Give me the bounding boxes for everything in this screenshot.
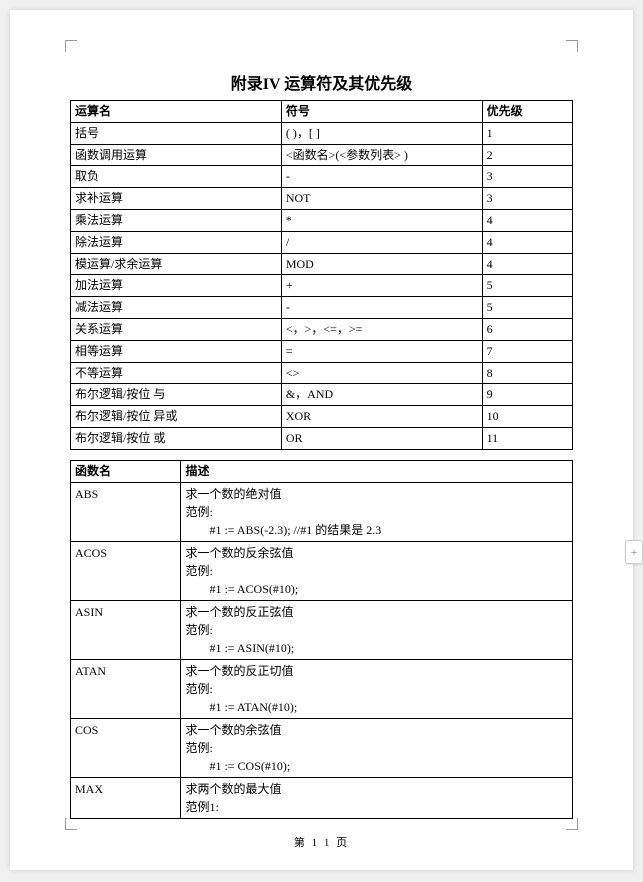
table-cell: 5	[482, 275, 572, 297]
col-header-func: 函数名	[71, 460, 181, 482]
table-cell: 布尔逻辑/按位 异或	[71, 406, 282, 428]
table-header-row: 函数名 描述	[71, 460, 573, 482]
table-row: 加法运算+5	[71, 275, 573, 297]
table-cell: 减法运算	[71, 297, 282, 319]
table-row: 布尔逻辑/按位 异或XOR10	[71, 406, 573, 428]
table-cell: 6	[482, 318, 572, 340]
table-row: 不等运算<>8	[71, 362, 573, 384]
crop-mark-bl	[65, 818, 77, 830]
crop-mark-br	[566, 818, 578, 830]
table-cell: *	[281, 209, 482, 231]
table-row: 乘法运算*4	[71, 209, 573, 231]
table-row: 模运算/求余运算MOD4	[71, 253, 573, 275]
table-cell: 关系运算	[71, 318, 282, 340]
table-cell: +	[281, 275, 482, 297]
table-row: ATAN求一个数的反正切值范例:#1 := ATAN(#10);	[71, 659, 573, 718]
table-cell: 相等运算	[71, 340, 282, 362]
col-header-desc: 描述	[181, 460, 573, 482]
table-cell: &，AND	[281, 384, 482, 406]
table-cell: NOT	[281, 188, 482, 210]
func-desc-cell: 求一个数的反余弦值范例:#1 := ACOS(#10);	[181, 541, 573, 600]
table-cell: 除法运算	[71, 231, 282, 253]
func-desc-cell: 求一个数的余弦值范例:#1 := COS(#10);	[181, 718, 573, 777]
table-cell: 求补运算	[71, 188, 282, 210]
table-cell: -	[281, 297, 482, 319]
crop-mark-tr	[566, 40, 578, 52]
table-cell: 9	[482, 384, 572, 406]
table-cell: 4	[482, 209, 572, 231]
table-cell: 函数调用运算	[71, 144, 282, 166]
table-row: 括号( )，[ ]1	[71, 122, 573, 144]
table-row: 取负-3	[71, 166, 573, 188]
table-cell: 3	[482, 188, 572, 210]
table-cell: 模运算/求余运算	[71, 253, 282, 275]
table-cell: <函数名>(<参数列表> )	[281, 144, 482, 166]
table-row: 关系运算<，>，<=，>=6	[71, 318, 573, 340]
spacer	[70, 450, 573, 460]
table-cell: 8	[482, 362, 572, 384]
table-cell: 11	[482, 427, 572, 449]
func-name-cell: COS	[71, 718, 181, 777]
table-cell: 不等运算	[71, 362, 282, 384]
table-cell: 2	[482, 144, 572, 166]
table-header-row: 运算名 符号 优先级	[71, 101, 573, 123]
func-desc-cell: 求一个数的反正弦值范例:#1 := ASIN(#10);	[181, 600, 573, 659]
func-name-cell: ACOS	[71, 541, 181, 600]
page-footer: 第 1 1 页	[70, 834, 573, 850]
document-page: 附录IV 运算符及其优先级 运算名 符号 优先级 括号( )，[ ]1函数调用运…	[10, 10, 633, 870]
table-cell: 10	[482, 406, 572, 428]
table-cell: <>	[281, 362, 482, 384]
table-cell: 4	[482, 253, 572, 275]
table-cell: MOD	[281, 253, 482, 275]
table-cell: 4	[482, 231, 572, 253]
col-header-priority: 优先级	[482, 101, 572, 123]
table-cell: 5	[482, 297, 572, 319]
expand-tab[interactable]: +	[625, 540, 643, 564]
table-row: 布尔逻辑/按位 或OR11	[71, 427, 573, 449]
table-cell: 3	[482, 166, 572, 188]
func-desc-cell: 求一个数的绝对值范例:#1 := ABS(-2.3); //#1 的结果是 2.…	[181, 482, 573, 541]
table-cell: <，>，<=，>=	[281, 318, 482, 340]
table-row: 求补运算NOT3	[71, 188, 573, 210]
table-cell: 布尔逻辑/按位 与	[71, 384, 282, 406]
col-header-symbol: 符号	[281, 101, 482, 123]
func-name-cell: ASIN	[71, 600, 181, 659]
functions-table: 函数名 描述 ABS求一个数的绝对值范例:#1 := ABS(-2.3); //…	[70, 460, 573, 819]
table-row: COS求一个数的余弦值范例:#1 := COS(#10);	[71, 718, 573, 777]
col-header-name: 运算名	[71, 101, 282, 123]
table-cell: 括号	[71, 122, 282, 144]
table-cell: 取负	[71, 166, 282, 188]
plus-icon: +	[631, 545, 638, 560]
crop-mark-tl	[65, 40, 77, 52]
page-title: 附录IV 运算符及其优先级	[70, 70, 573, 94]
table-cell: XOR	[281, 406, 482, 428]
table-row: 相等运算=7	[71, 340, 573, 362]
table-row: 减法运算-5	[71, 297, 573, 319]
table-cell: OR	[281, 427, 482, 449]
table-row: 函数调用运算<函数名>(<参数列表> )2	[71, 144, 573, 166]
func-name-cell: MAX	[71, 777, 181, 818]
table-cell: =	[281, 340, 482, 362]
table-cell: 7	[482, 340, 572, 362]
func-name-cell: ATAN	[71, 659, 181, 718]
func-desc-cell: 求两个数的最大值范例1:	[181, 777, 573, 818]
table-row: ABS求一个数的绝对值范例:#1 := ABS(-2.3); //#1 的结果是…	[71, 482, 573, 541]
table-cell: 乘法运算	[71, 209, 282, 231]
table-row: 除法运算/4	[71, 231, 573, 253]
operators-table: 运算名 符号 优先级 括号( )，[ ]1函数调用运算<函数名>(<参数列表> …	[70, 100, 573, 450]
table-row: MAX求两个数的最大值范例1:	[71, 777, 573, 818]
table-cell: -	[281, 166, 482, 188]
table-cell: 1	[482, 122, 572, 144]
table-cell: /	[281, 231, 482, 253]
table-row: ACOS求一个数的反余弦值范例:#1 := ACOS(#10);	[71, 541, 573, 600]
func-name-cell: ABS	[71, 482, 181, 541]
table-cell: 加法运算	[71, 275, 282, 297]
table-cell: ( )，[ ]	[281, 122, 482, 144]
table-row: 布尔逻辑/按位 与&，AND9	[71, 384, 573, 406]
table-row: ASIN求一个数的反正弦值范例:#1 := ASIN(#10);	[71, 600, 573, 659]
func-desc-cell: 求一个数的反正切值范例:#1 := ATAN(#10);	[181, 659, 573, 718]
table-cell: 布尔逻辑/按位 或	[71, 427, 282, 449]
